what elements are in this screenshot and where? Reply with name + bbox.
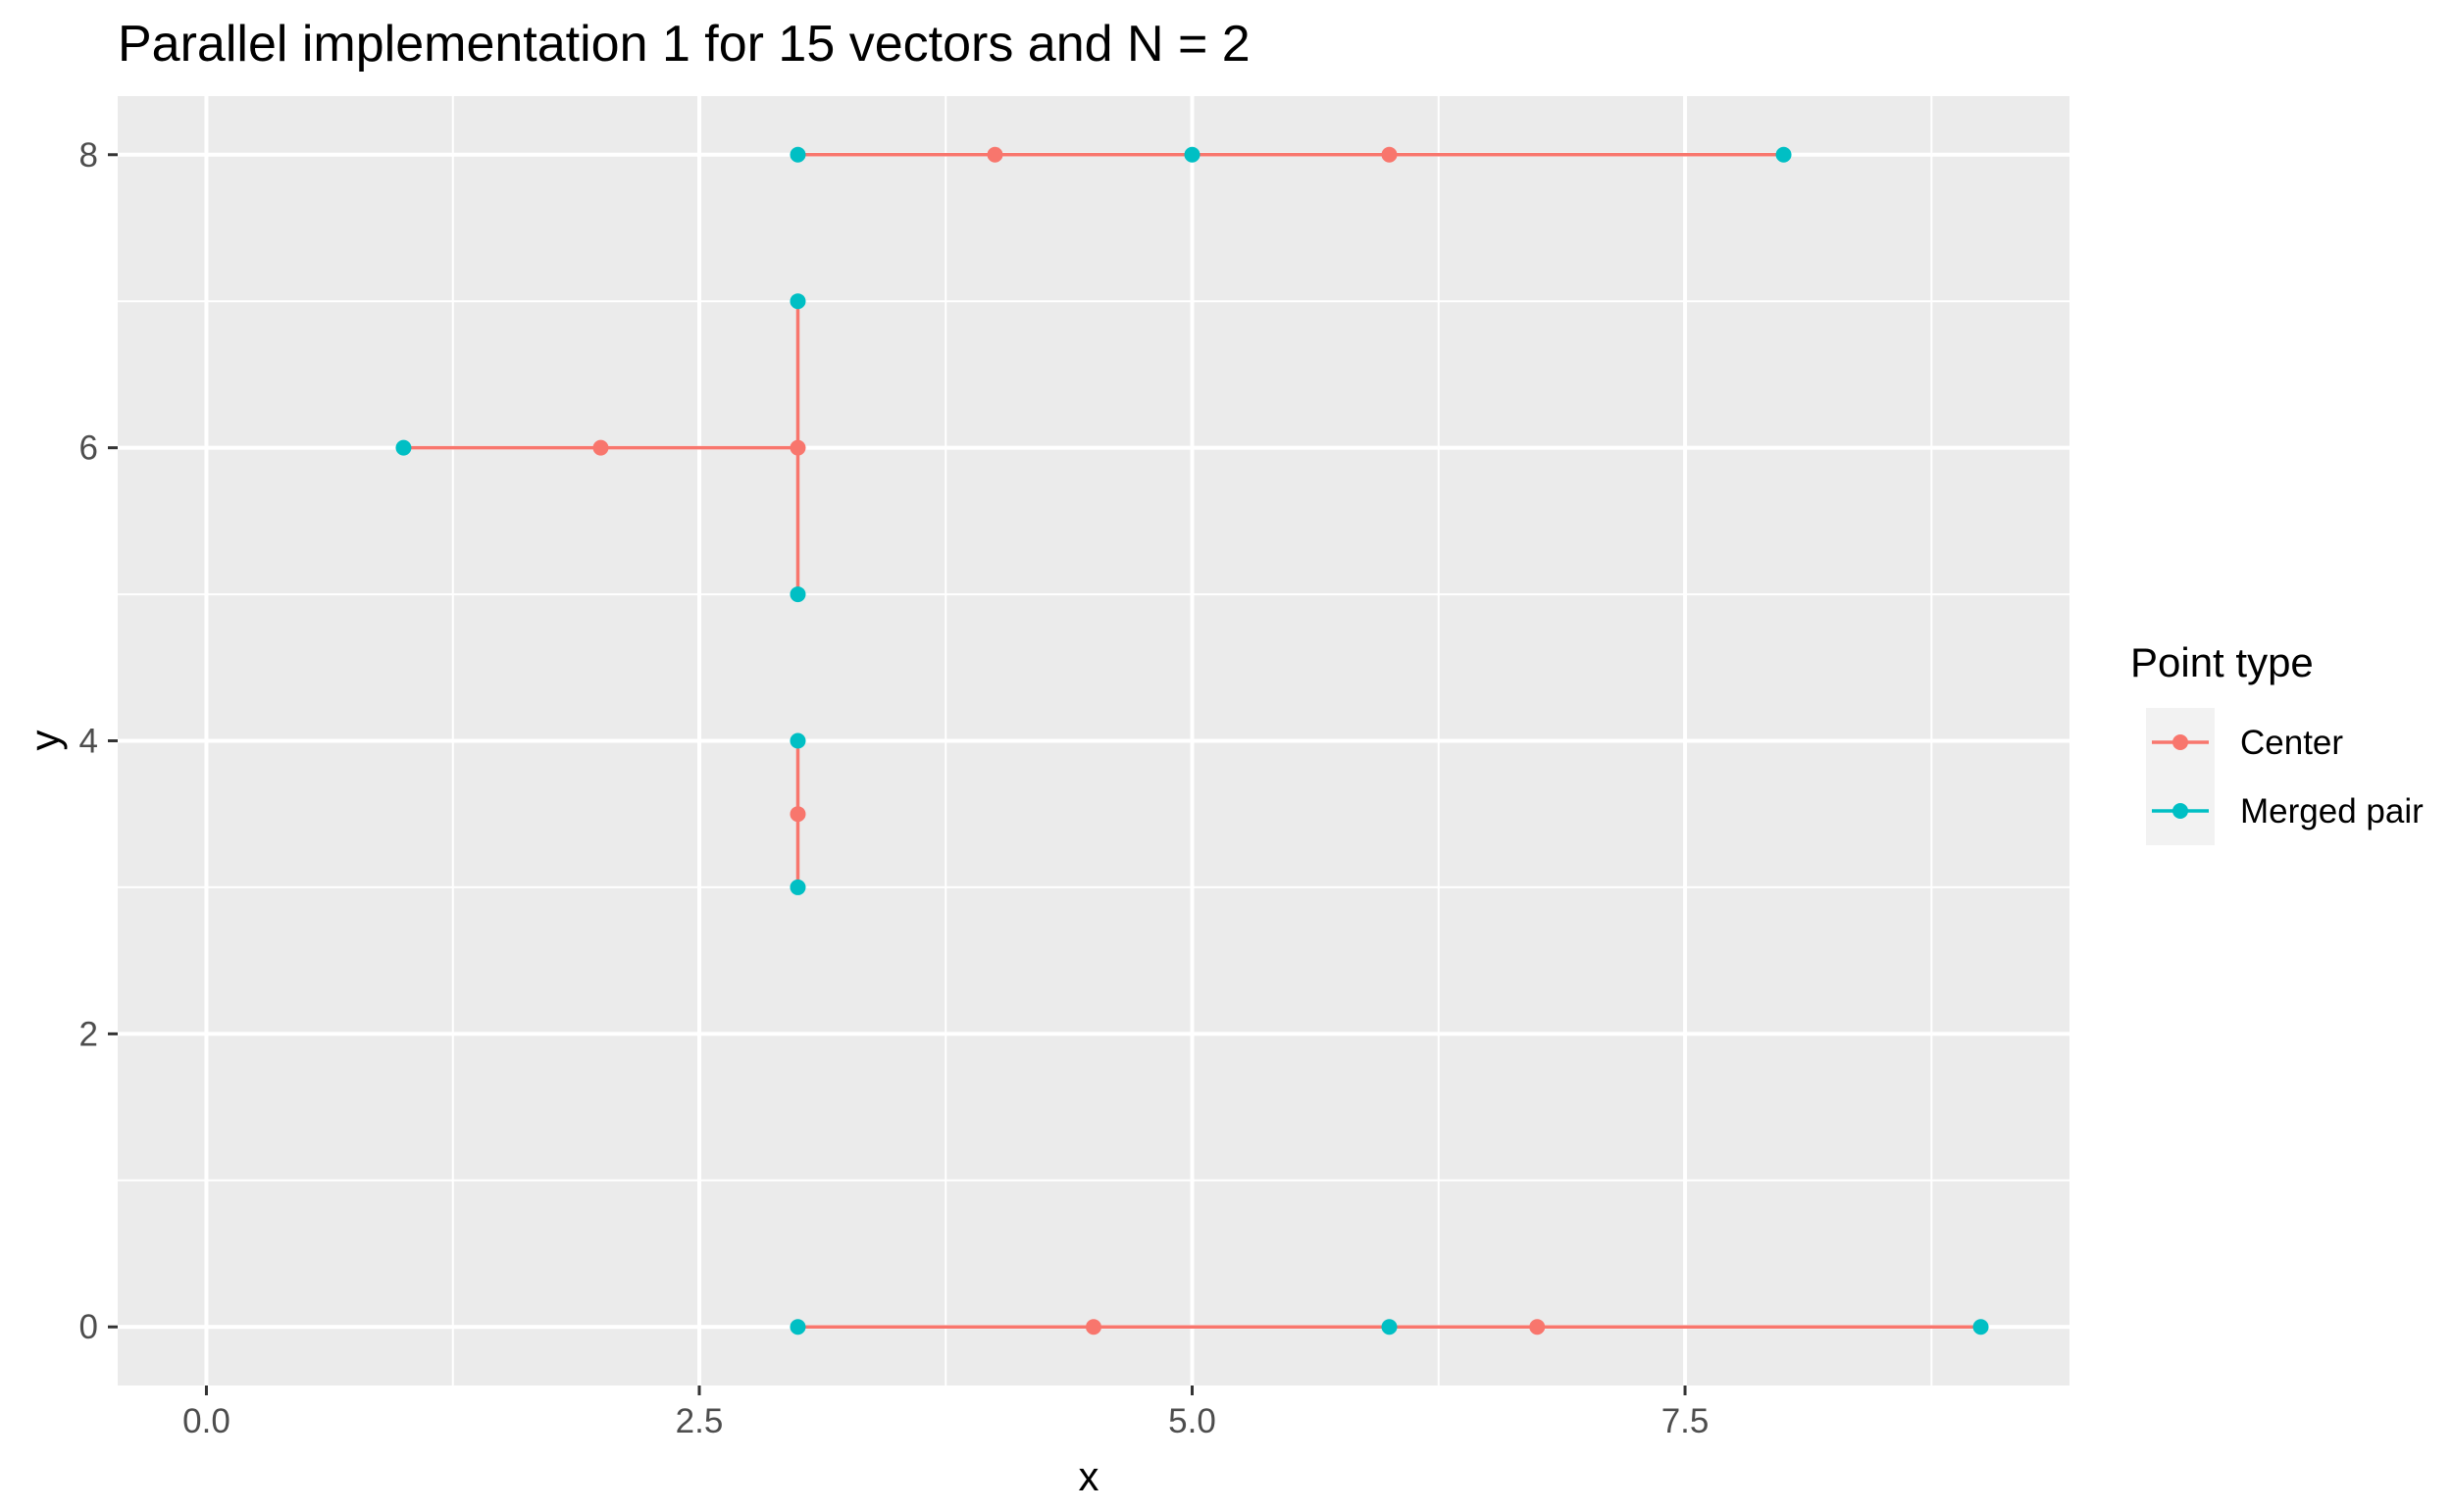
data-points — [395, 146, 1989, 1336]
center-point — [1381, 146, 1398, 163]
legend-title: Point type — [2130, 639, 2314, 685]
y-axis-title: y — [22, 731, 68, 751]
legend-key-background — [2146, 708, 2215, 845]
center-point — [1086, 1319, 1101, 1336]
merged-pair-point — [790, 293, 806, 310]
chart-title: Parallel implementation 1 for 15 vectors… — [118, 16, 1251, 73]
axis-ticks: 0.0 2.5 5.0 7.5 0 2 4 6 8 — [79, 136, 1710, 1440]
merged-pair-point — [1775, 146, 1792, 163]
legend-key-point-center — [2172, 734, 2188, 750]
legend-key-point-merged-pair — [2172, 803, 2188, 819]
legend-label-merged-pair: Merged pair — [2240, 792, 2424, 831]
center-point — [790, 806, 806, 823]
merged-pair-point — [790, 879, 806, 895]
center-point — [592, 439, 609, 456]
y-tick-label: 2 — [79, 1015, 98, 1053]
y-tick-label: 4 — [79, 723, 98, 761]
merged-pair-point — [790, 732, 806, 749]
y-tick-label: 8 — [79, 136, 98, 175]
x-tick-label: 7.5 — [1661, 1402, 1710, 1440]
legend-label-center: Center — [2240, 724, 2343, 762]
x-axis-title: x — [1079, 1453, 1099, 1499]
center-point — [987, 146, 1003, 163]
merged-pair-point — [395, 439, 412, 456]
merged-pair-point — [790, 1319, 806, 1336]
y-tick-label: 6 — [79, 429, 98, 468]
x-tick-label: 0.0 — [182, 1402, 230, 1440]
center-point — [790, 439, 806, 456]
merged-pair-point — [1972, 1319, 1989, 1336]
center-point — [1529, 1319, 1546, 1336]
x-tick-label: 5.0 — [1168, 1402, 1216, 1440]
y-tick-label: 0 — [79, 1308, 98, 1346]
merged-pair-point — [1184, 146, 1200, 163]
legend: Point type Center Merged pair — [2130, 639, 2424, 845]
merged-pair-point — [1381, 1319, 1398, 1336]
merged-pair-point — [790, 146, 806, 163]
merged-pair-point — [790, 586, 806, 603]
x-tick-label: 2.5 — [676, 1402, 724, 1440]
